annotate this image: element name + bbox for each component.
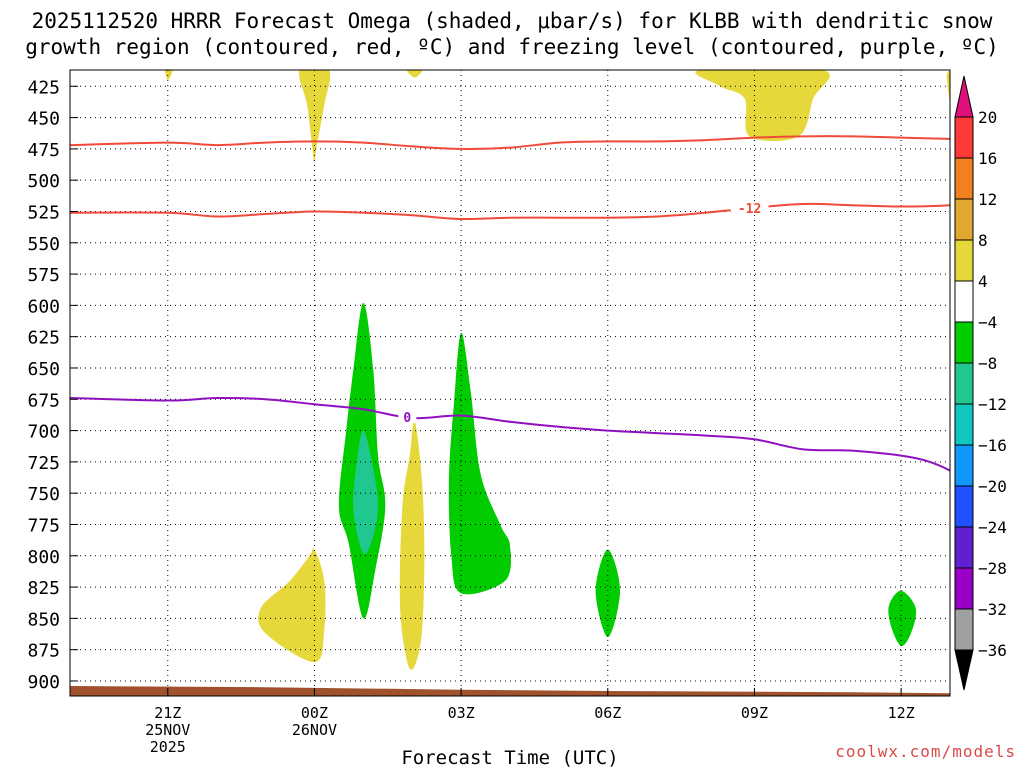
colorbar-label-10: −24 xyxy=(978,518,1007,537)
omega-area-0 xyxy=(165,70,173,80)
x-tick-label-12-0: 09Z xyxy=(741,704,768,722)
contour-label-bg-dgz_lower xyxy=(730,201,769,215)
colorbar-segment-0 xyxy=(954,116,974,159)
colorbar-segment-5 xyxy=(954,321,974,364)
y-tick-label-575: 575 xyxy=(27,265,60,286)
omega-shading xyxy=(70,70,950,696)
colorbar-segment-2 xyxy=(954,198,974,241)
contour-dgz_upper xyxy=(70,135,950,150)
y-tick-label-700: 700 xyxy=(27,422,60,443)
colorbar-label-0: 20 xyxy=(978,108,997,127)
colorbar-segment-7 xyxy=(954,403,974,446)
colorbar-label-6: −8 xyxy=(978,354,997,373)
omega-area-2 xyxy=(407,70,423,78)
omega-area-8 xyxy=(353,430,378,555)
y-tick-label-650: 650 xyxy=(27,359,60,380)
y-tick-label-900: 900 xyxy=(27,672,60,693)
y-tick-label-450: 450 xyxy=(27,109,60,130)
x-tick-label-0-1: 25NOV xyxy=(145,721,190,739)
contour-label-freezing: 0 xyxy=(403,411,411,426)
colorbar-segment-9 xyxy=(954,485,974,528)
credit-text: coolwx.com/models xyxy=(835,742,1016,761)
axis-ticks: 425 450 475 500 525 550 575 600 625 650 675 700 725 7… xyxy=(27,77,914,756)
temperature-contours: -12 0 xyxy=(70,135,950,472)
y-tick-label-625: 625 xyxy=(27,328,60,349)
contour-dgz_lower xyxy=(70,202,950,221)
y-tick-label-850: 850 xyxy=(27,609,60,630)
omega-area-9 xyxy=(448,332,511,595)
colorbar-segment-12 xyxy=(954,608,974,651)
colorbar-segment-11 xyxy=(954,567,974,610)
x-axis-label: Forecast Time (UTC) xyxy=(401,747,618,768)
colorbar: 20 16 12 8 4 −4 −8 −12 −16 −20 −24 −28 −32 −36 xyxy=(954,75,1007,691)
colorbar-label-11: −28 xyxy=(978,559,1007,578)
colorbar-label-8: −16 xyxy=(978,436,1007,455)
colorbar-label-4: 4 xyxy=(978,272,988,291)
colorbar-segment-1 xyxy=(954,157,974,200)
y-tick-label-725: 725 xyxy=(27,453,60,474)
colorbar-label-13: −36 xyxy=(978,641,1007,660)
contour-label-dgz_lower: -12 xyxy=(738,202,761,217)
x-tick-label-3-0: 00Z xyxy=(301,704,328,722)
omega-area-5 xyxy=(258,547,326,663)
y-tick-label-675: 675 xyxy=(27,390,60,411)
y-tick-label-825: 825 xyxy=(27,578,60,599)
x-tick-label-3-1: 26NOV xyxy=(292,721,337,739)
y-tick-label-750: 750 xyxy=(27,484,60,505)
colorbar-segment-10 xyxy=(954,526,974,569)
colorbar-segment-4 xyxy=(954,280,974,323)
omega-area-6 xyxy=(399,420,425,670)
colorbar-label-12: −32 xyxy=(978,600,1007,619)
colorbar-label-2: 12 xyxy=(978,190,997,209)
y-tick-label-475: 475 xyxy=(27,140,60,161)
y-tick-label-425: 425 xyxy=(27,77,60,98)
x-tick-label-0-0: 21Z xyxy=(154,704,181,722)
y-tick-label-775: 775 xyxy=(27,515,60,536)
chart-title-line-1: 2025112520 HRRR Forecast Omega (shaded, … xyxy=(31,9,993,33)
y-tick-label-550: 550 xyxy=(27,234,60,255)
colorbar-label-9: −20 xyxy=(978,477,1007,496)
contour-freezing xyxy=(70,396,950,472)
y-tick-label-875: 875 xyxy=(27,641,60,662)
grid-lines xyxy=(70,70,950,696)
colorbar-segment-3 xyxy=(954,239,974,282)
omega-area-3 xyxy=(695,70,830,142)
colorbar-label-7: −12 xyxy=(978,395,1007,414)
x-tick-label-9-0: 06Z xyxy=(594,704,621,722)
y-tick-label-600: 600 xyxy=(27,296,60,317)
colorbar-bottom-arrow xyxy=(954,649,974,691)
x-tick-label-6-0: 03Z xyxy=(448,704,475,722)
omega-area-10 xyxy=(595,549,620,638)
colorbar-label-1: 16 xyxy=(978,149,997,168)
y-tick-label-800: 800 xyxy=(27,547,60,568)
omega-area-11 xyxy=(888,590,917,647)
x-tick-label-15-0: 12Z xyxy=(888,704,915,722)
y-tick-label-500: 500 xyxy=(27,171,60,192)
colorbar-label-3: 8 xyxy=(978,231,988,250)
y-tick-label-525: 525 xyxy=(27,202,60,223)
colorbar-top-arrow xyxy=(954,75,974,118)
x-tick-label-0-2: 2025 xyxy=(150,738,186,756)
contour-label-bg-freezing xyxy=(398,410,417,424)
plot-frame xyxy=(69,69,951,697)
chart-title-line-2: growth region (contoured, red, ºC) and f… xyxy=(25,35,999,59)
omega-area-4 xyxy=(946,70,950,103)
terrain-surface xyxy=(70,685,950,696)
colorbar-segment-6 xyxy=(954,362,974,405)
colorbar-label-5: −4 xyxy=(978,313,997,332)
colorbar-segment-8 xyxy=(954,444,974,487)
